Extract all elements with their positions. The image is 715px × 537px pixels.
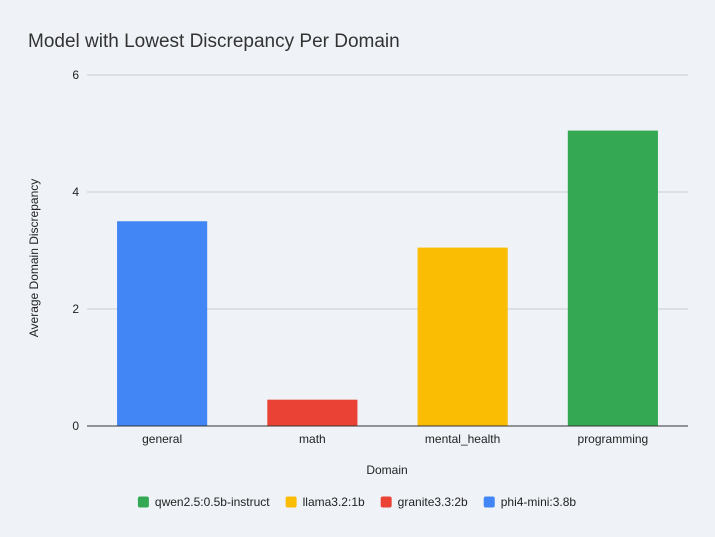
x-tick-label-programming: programming (578, 432, 649, 446)
bar-mental_health (417, 247, 508, 426)
y-tick-labels: 0 2 4 6 (72, 68, 79, 433)
legend-item-granite3.3:2b: granite3.3:2b (380, 495, 468, 509)
legend-item-phi4-mini:3.8b: phi4-mini:3.8b (483, 495, 577, 509)
x-tick-label-general: general (142, 432, 182, 446)
legend-swatch (483, 496, 495, 508)
y-tick-label-6: 6 (72, 68, 79, 82)
legend-item-qwen2.5:0.5b-instruct: qwen2.5:0.5b-instruct (137, 495, 270, 509)
y-tick-label-0: 0 (72, 419, 79, 433)
x-axis-title: Domain (366, 463, 407, 477)
legend-swatch (380, 496, 392, 508)
legend-swatch (137, 496, 149, 508)
legend-label: phi4-mini:3.8b (501, 495, 577, 509)
chart-title: Model with Lowest Discrepancy Per Domain (28, 31, 400, 52)
legend-item-llama3.2:1b: llama3.2:1b (285, 495, 365, 509)
legend-label: llama3.2:1b (303, 495, 365, 509)
x-tick-label-mental_health: mental_health (425, 432, 500, 446)
legend-label: granite3.3:2b (398, 495, 468, 509)
legend-swatch (285, 496, 297, 508)
bar-math (267, 399, 358, 426)
legend: qwen2.5:0.5b-instruct llama3.2:1b granite3… (137, 495, 577, 509)
y-tick-label-4: 4 (72, 185, 79, 199)
y-tick-label-2: 2 (72, 302, 79, 316)
x-tick-label-math: math (299, 432, 326, 446)
legend-label: qwen2.5:0.5b-instruct (155, 495, 270, 509)
x-tick-labels: general math mental_health programming (142, 432, 648, 446)
bars (117, 130, 658, 426)
y-axis-title: Average Domain Discrepancy (27, 179, 41, 338)
bar-general (117, 221, 208, 426)
bar-programming (567, 130, 658, 426)
